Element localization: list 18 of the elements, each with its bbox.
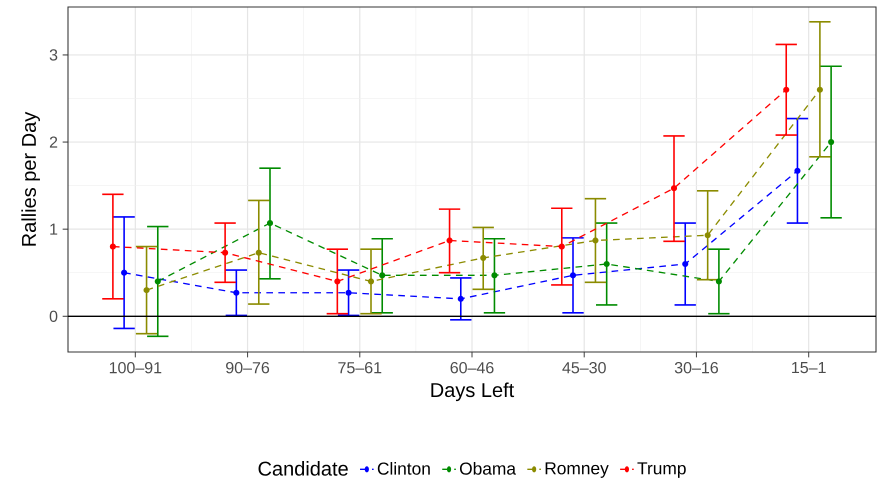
x-tick-label: 45–30	[562, 362, 606, 374]
legend-label: Trump	[637, 462, 686, 478]
y-tick-label: 2	[50, 136, 58, 148]
y-tick-label: 1	[50, 224, 58, 235]
legend-label: Obama	[460, 462, 516, 475]
x-tick-label: 30–16	[674, 362, 718, 374]
y-axis-title: Rallies per Day	[21, 112, 40, 246]
y-tick-label: 3	[50, 49, 58, 61]
x-tick-label: 15–1	[792, 362, 826, 374]
legend-label: Clinton	[378, 462, 430, 475]
x-tick-label: 75–61	[338, 362, 382, 374]
x-tick-label: 60–46	[450, 362, 494, 374]
legend-title: Candidate	[258, 461, 348, 476]
x-axis-title: Days Left	[431, 382, 514, 402]
x-tick-label: 90–76	[226, 362, 270, 374]
legend-label: Romney	[546, 462, 609, 478]
x-tick-label: 100–91	[110, 362, 162, 374]
y-tick-label: 0	[50, 310, 58, 322]
